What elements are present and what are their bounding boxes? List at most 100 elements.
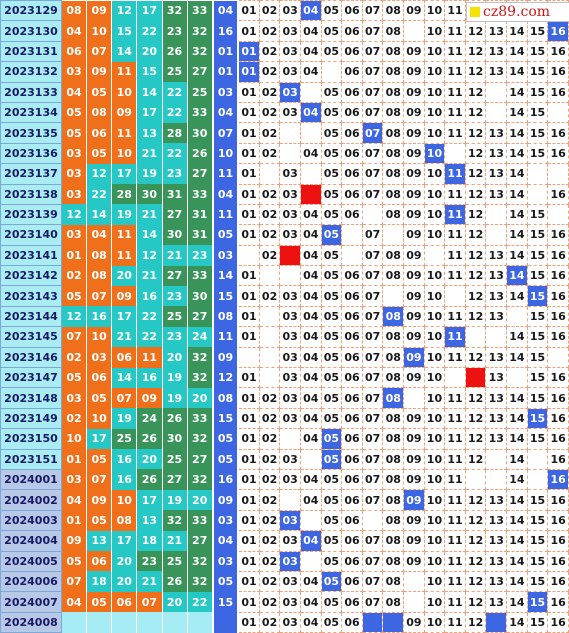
red-ball-cell: 21 [162,245,188,266]
blue-trend-cell: 07 [361,550,384,572]
table-row: 2024007 04 05 06 07 20 22 15 01 02 03 04 05 06 07 08 10 1… [0,591,569,613]
blue-trend-cell: 06 [341,20,363,42]
blue-trend-cell: 09 [403,428,425,450]
blue-trend-cell: 10 [423,40,446,63]
blue-trend-cell: 03 [279,448,301,470]
blue-trend-cell: 12 [464,489,487,511]
blue-trend-cell: 15 [526,203,549,226]
blue-trend-cell: 16 [547,265,569,287]
blue-trend-cell: 07 [361,265,384,287]
blue-trend-cell: 02 [258,285,281,307]
red-ball-cell: 11 [136,347,163,368]
blue-trend-cell: 16 [547,448,569,470]
blue-trend-cell [464,367,487,389]
red-ball-cell: 33 [187,265,214,286]
red-ball-cell: 33 [187,0,214,21]
red-ball-cell: 06 [111,591,138,613]
blue-trend-cell: 02 [258,183,281,205]
blue-trend-cell: 09 [403,101,425,124]
blue-trend-cell: 08 [382,326,405,348]
blue-trend-cell: 10 [423,489,446,511]
blue-trend-cell: 07 [361,20,384,42]
blue-trend-cell: 07 [361,387,384,409]
blue-trend-cell: 06 [341,122,363,144]
blue-trend-cell: 02 [258,509,281,532]
table-row: 2023140 03 04 11 14 30 31 05 01 02 03 04 05 07 09 10 11 1… [0,224,569,246]
red-ball-cell: 27 [187,61,214,83]
red-ball-cell: 27 [162,265,188,286]
blue-trend-cell: 01 [237,163,260,185]
red-ball-cell: 08 [61,0,88,21]
blue-trend-cell [444,142,466,165]
red-ball-cell: 26 [136,469,163,490]
blue-trend-cell [506,367,528,389]
red-ball-cell: 22 [187,591,214,613]
site-logo[interactable]: cz89.com [466,2,569,22]
blue-trend-cell: 03 [279,285,301,307]
blue-trend-cell: 05 [320,468,343,491]
blue-trend-cell: 03 [279,81,301,103]
blue-trend-cell: 13 [485,428,508,450]
blue-trend-cell: 03 [279,387,301,409]
red-ball-cell: 21 [136,143,163,164]
blue-trend-cell: 16 [547,591,569,613]
red-ball-cell: 31 [187,204,214,225]
red-ball-cell: 03 [61,61,88,83]
blue-trend-cell: 04 [300,224,322,246]
blue-trend-cell: 14 [506,203,528,226]
blue-trend-cell: 02 [258,203,281,226]
blue-trend-cell: 06 [341,550,363,572]
blue-trend-cell: 01 [237,509,260,532]
blue-trend-cell: 03 [279,530,301,552]
red-ball-cell: 10 [86,408,113,429]
blue-trend-cell: 15 [526,81,549,103]
blue-trend-cell: 15 [526,428,549,450]
issue-number: 2023134 [0,101,62,124]
blue-trend-cell: 06 [341,101,363,124]
blue-trend-cell [485,203,508,226]
blue-trend-cell: 13 [485,367,508,389]
issue-number: 2024008 [0,611,62,633]
blue-trend-cell: 16 [547,489,569,511]
blue-trend-cell: 01 [237,367,260,389]
blue-trend-cell: 09 [403,183,425,205]
blue-trend-cell: 10 [423,203,446,226]
red-ball-cell: 07 [86,469,113,490]
blue-trend-cell [382,611,405,633]
blue-trend-cell: 01 [237,326,260,348]
blue-trend-cell: 15 [526,530,549,552]
blue-trend-cell: 16 [547,326,569,348]
red-ball-cell: 07 [111,387,138,409]
blue-trend-cell: 12 [464,550,487,572]
blue-trend-cell [300,163,322,185]
blue-trend-cell: 10 [423,530,446,552]
blue-trend-cell: 09 [403,61,425,83]
red-ball-cell: 20 [111,265,138,286]
blue-trend-cell: 06 [341,265,363,287]
blue-trend-cell: 09 [403,142,425,165]
blue-trend-cell [279,265,301,287]
blue-trend-cell: 13 [485,570,508,593]
blue-trend-cell: 04 [300,265,322,287]
blue-trend-cell: 11 [444,509,466,532]
blue-trend-cell [279,489,301,511]
blue-trend-cell: 08 [382,346,405,369]
blue-trend-cell: 08 [382,448,405,470]
blue-ball-cell: 11 [211,163,240,185]
blue-trend-cell: 11 [444,611,466,633]
blue-ball-cell: 08 [211,306,240,327]
blue-trend-cell: 01 [237,611,260,633]
blue-trend-cell: 07 [361,530,384,552]
red-ball-cell: 17 [136,0,163,21]
blue-trend-cell: 03 [279,367,301,389]
blue-trend-cell [464,326,487,348]
blue-trend-cell: 11 [444,305,466,328]
red-ball-cell: 12 [136,245,163,266]
blue-trend-cell: 09 [403,122,425,144]
blue-trend-cell: 06 [341,40,363,63]
blue-trend-cell: 01 [237,61,260,83]
blue-trend-cell: 05 [320,509,343,532]
blue-trend-cell: 16 [547,40,569,63]
blue-trend-cell: 12 [464,183,487,205]
